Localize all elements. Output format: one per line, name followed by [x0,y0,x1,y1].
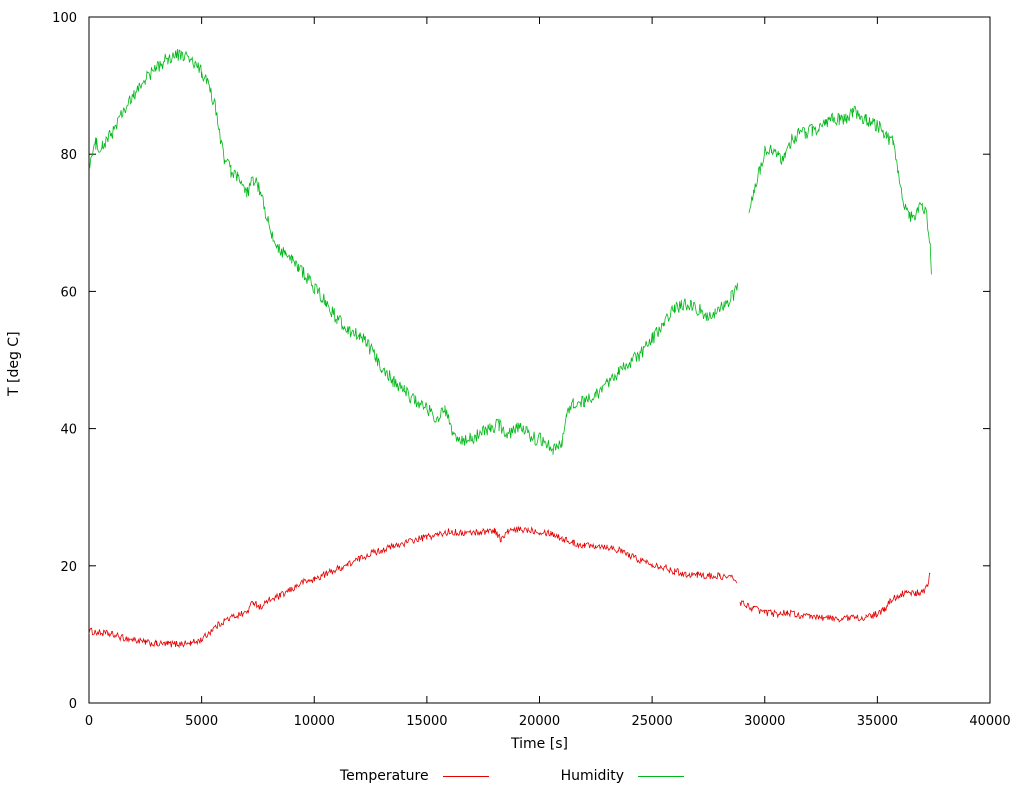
y-tick-label: 0 [69,697,77,712]
x-tick-label: 15000 [406,714,447,729]
x-tick-label: 0 [85,714,93,729]
x-tick-label: 30000 [744,714,785,729]
y-tick-label: 60 [60,285,77,300]
legend-item-humidity: Humidity [560,768,685,784]
legend-label: Humidity [560,768,625,784]
x-tick-label: 25000 [631,714,672,729]
y-tick-label: 100 [52,11,77,26]
legend-label: Temperature [339,768,429,784]
legend: Temperature Humidity [0,768,1024,784]
x-tick-label: 5000 [185,714,218,729]
legend-line-sample [638,775,685,777]
series-humidity [748,105,932,275]
y-axis-label: T [deg C] [6,331,22,396]
x-tick-label: 40000 [969,714,1010,729]
x-tick-label: 10000 [294,714,335,729]
series-temperature [739,572,931,623]
y-tick-label: 80 [60,148,77,163]
series-humidity [88,49,739,455]
legend-line-sample [442,775,489,777]
y-tick-label: 40 [60,423,77,438]
series-temperature [88,525,737,649]
legend-item-temperature: Temperature [340,768,489,784]
y-tick-label: 20 [60,560,77,575]
x-tick-label: 35000 [857,714,898,729]
x-tick-label: 20000 [519,714,560,729]
plot-frame [88,16,991,704]
x-axis-label: Time [s] [511,736,568,752]
